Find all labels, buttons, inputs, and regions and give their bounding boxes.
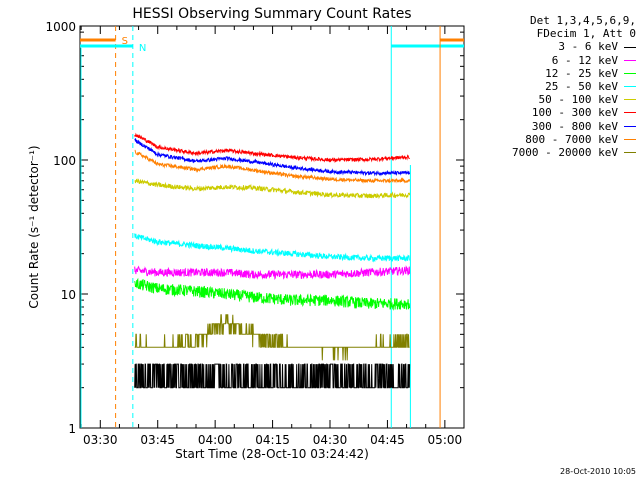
legend-label: 7000 - 20000 keV xyxy=(512,145,618,159)
night-marker-label: N xyxy=(139,43,146,54)
series-line xyxy=(134,178,411,200)
series-line xyxy=(134,233,410,263)
legend-swatch xyxy=(624,138,636,140)
y-tick-label: 1 xyxy=(68,422,76,436)
legend-label: 800 - 7000 keV xyxy=(525,132,618,146)
x-tick-label: 04:00 xyxy=(198,433,233,447)
legend-header-line-2: FDecim 1, Att 0 xyxy=(536,27,636,41)
series-line xyxy=(134,363,411,389)
chart-legend: Det 1,3,4,5,6,9, FDecim 1, Att 0 3 - 6 k… xyxy=(468,14,636,159)
legend-entry: 800 - 7000 keV xyxy=(468,133,636,146)
x-tick-label: 04:30 xyxy=(313,433,348,447)
x-tick-label: 03:45 xyxy=(140,433,175,447)
legend-label: 12 - 25 keV xyxy=(545,66,618,80)
y-tick-label: 10 xyxy=(61,288,76,302)
y-tick-label: 100 xyxy=(53,154,76,168)
legend-label: 3 - 6 keV xyxy=(558,40,618,54)
legend-entry: 300 - 800 keV xyxy=(468,120,636,133)
legend-label: 6 - 12 keV xyxy=(551,53,618,67)
y-tick-label: 1000 xyxy=(45,20,76,34)
legend-label: 300 - 800 keV xyxy=(531,119,618,133)
saa-marker-label: S xyxy=(122,36,128,47)
legend-swatch xyxy=(624,125,636,127)
series-line xyxy=(134,149,411,184)
legend-entry: 6 - 12 keV xyxy=(468,54,636,67)
legend-entry: 12 - 25 keV xyxy=(468,67,636,80)
x-tick-label: 05:00 xyxy=(428,433,463,447)
legend-header-line-1: Det 1,3,4,5,6,9, xyxy=(530,14,636,27)
chart-title: HESSI Observing Summary Count Rates xyxy=(132,6,411,22)
footer-timestamp: 28-Oct-2010 10:05 xyxy=(560,467,636,476)
series-line xyxy=(134,265,411,281)
legend-label: 50 - 100 keV xyxy=(538,93,618,107)
series-line xyxy=(134,137,411,177)
legend-swatch xyxy=(624,112,636,114)
legend-swatch xyxy=(624,152,636,153)
legend-label: 100 - 300 keV xyxy=(531,106,618,120)
legend-label: 25 - 50 keV xyxy=(545,79,618,93)
x-axis-label: Start Time (28-Oct-10 03:24:42) xyxy=(175,447,369,461)
plot-frame xyxy=(79,25,465,429)
legend-swatch xyxy=(624,86,636,88)
legend-swatch xyxy=(624,46,636,48)
y-axis-label: Count Rate (s⁻¹ detector⁻¹) xyxy=(27,145,41,308)
series-line xyxy=(134,277,411,311)
legend-swatch xyxy=(624,59,636,61)
legend-swatch xyxy=(624,99,636,101)
legend-entry: 3 - 6 keV xyxy=(468,40,636,53)
x-tick-label: 04:45 xyxy=(370,433,405,447)
legend-entry: 25 - 50 keV xyxy=(468,80,636,93)
legend-entry: 50 - 100 keV xyxy=(468,93,636,106)
legend-swatch xyxy=(624,72,636,74)
series-line xyxy=(134,314,410,361)
x-tick-label: 04:15 xyxy=(255,433,290,447)
legend-entry: 100 - 300 keV xyxy=(468,106,636,119)
legend-entry: 7000 - 20000 keV xyxy=(468,146,636,159)
x-tick-label: 03:30 xyxy=(83,433,118,447)
series-line xyxy=(134,132,410,164)
